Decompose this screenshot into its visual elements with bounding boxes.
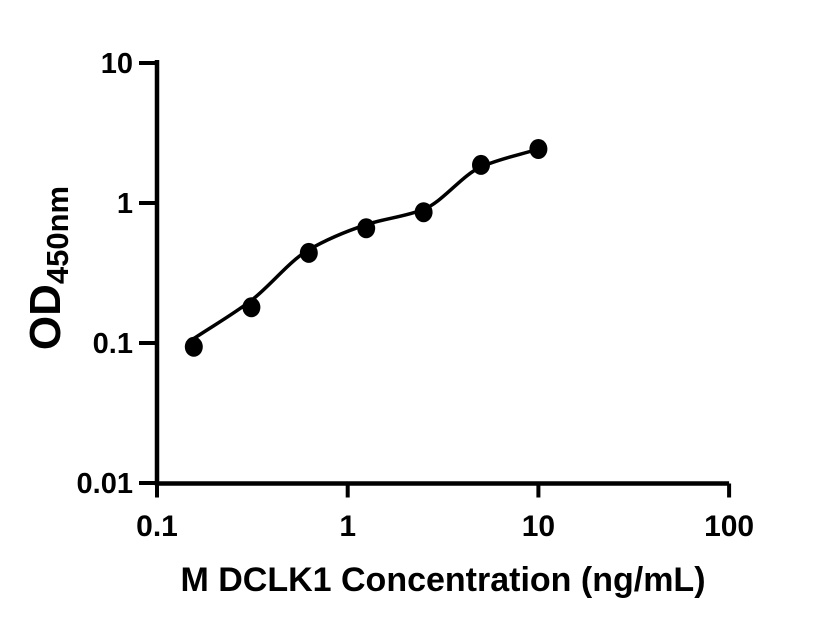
y-tick-label: 0.1 <box>93 328 133 360</box>
y-tick-label: 1 <box>117 188 133 220</box>
data-point <box>299 242 318 263</box>
x-axis-title: M DCLK1 Concentration (ng/mL) <box>180 561 705 599</box>
data-point <box>529 139 548 159</box>
x-axis-ticks: 0.1 1 10 100 <box>136 483 754 543</box>
y-tick-label: 10 <box>101 48 133 80</box>
x-tick-label: 100 <box>704 510 754 543</box>
data-points <box>184 139 548 357</box>
data-point <box>472 154 490 175</box>
data-point <box>184 336 203 357</box>
data-point <box>357 218 376 239</box>
data-point <box>414 202 433 223</box>
x-tick-label: 1 <box>339 510 356 543</box>
y-axis-ticks: 0.01 0.1 1 10 <box>77 48 157 500</box>
data-point <box>242 297 261 318</box>
x-tick-label: 0.1 <box>136 510 178 543</box>
x-tick-label: 10 <box>522 510 555 543</box>
y-axis-title-main: OD <box>21 284 70 350</box>
y-axis-title-subscript: 450nm <box>40 186 75 284</box>
y-tick-label: 0.01 <box>77 468 133 500</box>
y-axis-title: OD450nm <box>21 186 75 350</box>
axes <box>154 60 730 486</box>
